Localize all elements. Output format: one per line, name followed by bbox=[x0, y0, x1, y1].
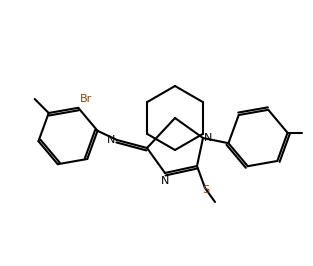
Text: Br: Br bbox=[80, 94, 93, 104]
Text: S: S bbox=[203, 185, 210, 195]
Text: N: N bbox=[161, 176, 169, 186]
Text: N: N bbox=[204, 133, 212, 143]
Text: N: N bbox=[107, 135, 115, 145]
